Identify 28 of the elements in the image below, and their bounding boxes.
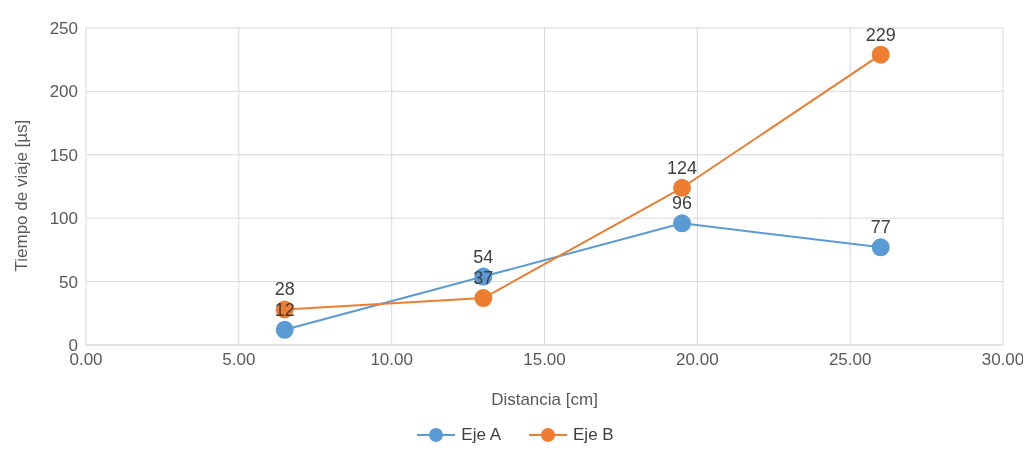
x-tick-label: 20.00 [676, 350, 719, 370]
legend-label: Eje B [572, 425, 614, 445]
data-label: 77 [870, 217, 891, 238]
point [871, 45, 890, 64]
point [673, 214, 692, 233]
legend-label: Eje A [460, 425, 502, 445]
data-label: 54 [473, 246, 494, 267]
x-tick-label: 30.00 [981, 350, 1025, 370]
y-tick-label: 200 [49, 82, 78, 102]
x-axis-title: Distancia [cm] [491, 390, 598, 409]
x-tick-label: 15.00 [523, 350, 566, 370]
x-tick-label: 25.00 [828, 350, 872, 370]
point [275, 320, 294, 339]
y-tick-label: 150 [49, 145, 78, 165]
point [871, 238, 890, 257]
data-label: 124 [667, 157, 698, 178]
x-tick-label: 5.00 [222, 350, 256, 370]
point [673, 178, 692, 197]
data-label: 12 [274, 299, 295, 320]
y-tick-label: 250 [49, 19, 78, 39]
data-label: 96 [672, 193, 693, 214]
y-axis-title: Tiempo de viaje [µs] [12, 119, 32, 272]
data-label: 229 [865, 24, 896, 45]
y-tick-label: 50 [59, 272, 78, 292]
y-tick-label: 100 [49, 209, 78, 229]
point [474, 289, 493, 308]
x-tick-label: 10.00 [370, 350, 413, 370]
data-label: 28 [274, 279, 295, 300]
